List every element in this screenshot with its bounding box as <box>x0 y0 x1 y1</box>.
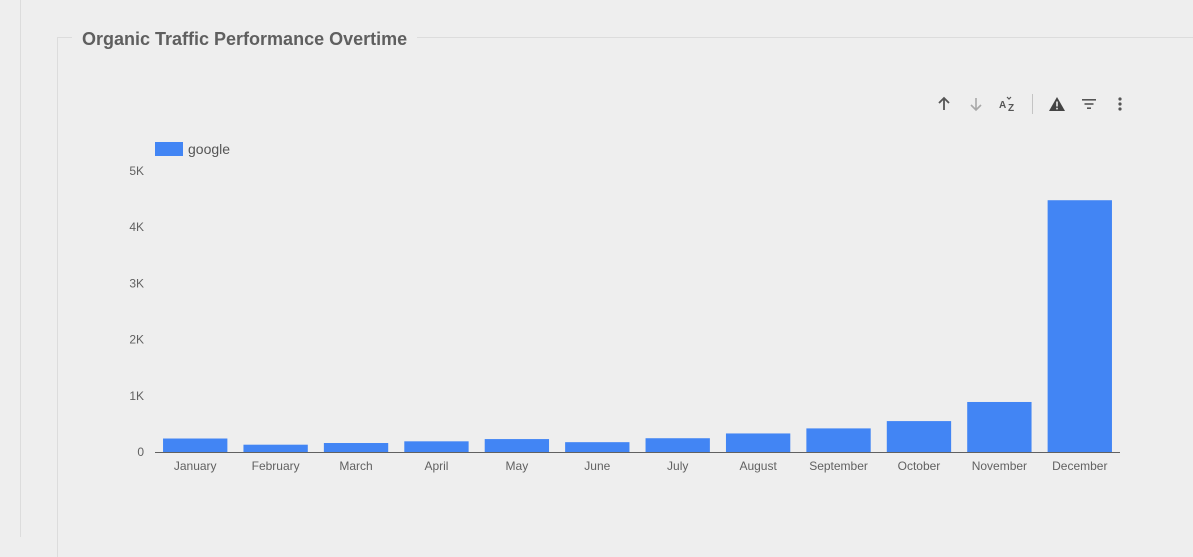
sort-az-icon[interactable]: A Z <box>996 92 1020 116</box>
x-tick-label: March <box>339 459 372 473</box>
toolbar-separator <box>1032 94 1033 114</box>
y-tick-label: 4K <box>129 220 144 234</box>
bar-june[interactable] <box>565 442 630 452</box>
bar-november[interactable] <box>967 401 1032 452</box>
y-tick-label: 0 <box>137 445 144 459</box>
arrow-down-icon[interactable] <box>964 92 988 116</box>
chart-panel <box>57 37 1193 557</box>
warning-icon[interactable] <box>1045 92 1069 116</box>
y-tick-label: 5K <box>129 164 144 178</box>
y-tick-label: 1K <box>129 389 144 403</box>
x-tick-label: June <box>584 459 610 473</box>
x-tick-label: October <box>898 459 941 473</box>
svg-text:A: A <box>999 100 1006 111</box>
x-tick-label: August <box>739 459 777 473</box>
bar-may[interactable] <box>484 439 550 452</box>
panel-title: Organic Traffic Performance Overtime <box>72 28 418 50</box>
svg-text:Z: Z <box>1008 103 1014 113</box>
legend-label: google <box>188 141 230 157</box>
arrow-up-icon[interactable] <box>932 92 956 116</box>
x-tick-label: December <box>1052 459 1107 473</box>
y-tick-label: 3K <box>129 276 144 290</box>
x-tick-label: May <box>506 459 529 473</box>
bars <box>163 200 1112 452</box>
x-tick-label: July <box>667 459 688 473</box>
bar-december[interactable] <box>1047 200 1112 452</box>
bar-october[interactable] <box>886 421 952 452</box>
bar-september[interactable] <box>806 428 871 452</box>
x-axis: January February March April May June July Augu… <box>174 459 1108 473</box>
filter-icon[interactable] <box>1077 92 1101 116</box>
bar-july[interactable] <box>645 438 710 452</box>
x-tick-label: November <box>972 459 1027 473</box>
x-tick-label: February <box>252 459 300 473</box>
bar-april[interactable] <box>404 441 469 452</box>
bar-march[interactable] <box>323 443 389 452</box>
legend-swatch <box>155 142 183 156</box>
bar-january[interactable] <box>163 438 228 452</box>
x-tick-label: April <box>424 459 448 473</box>
bar-august[interactable] <box>725 433 791 452</box>
y-tick-label: 2K <box>129 333 144 347</box>
x-tick-label: September <box>809 459 868 473</box>
left-divider <box>20 0 21 537</box>
y-axis: 0 1K 2K 3K 4K 5K <box>129 164 144 459</box>
bar-chart: google 0 1K 2K 3K 4K 5K January February March A… <box>129 141 1120 473</box>
bar-february[interactable] <box>243 444 308 452</box>
x-tick-label: January <box>174 459 217 473</box>
more-vert-icon[interactable] <box>1108 92 1132 116</box>
